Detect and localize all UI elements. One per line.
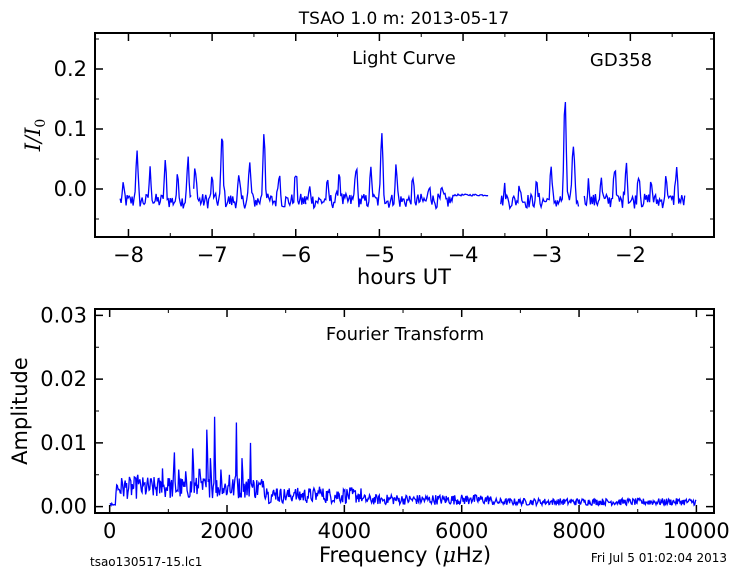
star-name-annotation: GD358 bbox=[590, 50, 652, 71]
ylabel-i: I bbox=[21, 142, 45, 152]
light-curve-segment bbox=[193, 134, 307, 209]
x-tick-label: 0 bbox=[103, 519, 116, 543]
y-tick-label: 0.1 bbox=[54, 117, 87, 141]
x-tick-label: −2 bbox=[615, 243, 646, 267]
y-tick-label: 0.2 bbox=[54, 57, 87, 81]
light-curve-segment bbox=[583, 162, 686, 209]
figure-title: TSAO 1.0 m: 2013-05-17 bbox=[298, 9, 510, 29]
x-tick-label: −3 bbox=[531, 243, 562, 267]
fourier-panel: 0 2000 4000 6000 8000 10000 0.00 0.01 0.02 0.03 F… bbox=[8, 303, 730, 567]
x-tick-label: −8 bbox=[113, 243, 144, 267]
fourier-spectrum-line bbox=[109, 416, 697, 508]
light-curve-series bbox=[119, 101, 686, 211]
light-curve-ylabel: I/I0 bbox=[21, 119, 49, 153]
x-tick-label: −4 bbox=[448, 243, 479, 267]
light-curve-segment bbox=[119, 150, 192, 209]
light-curve-frame bbox=[94, 32, 715, 238]
light-curve-segment bbox=[500, 101, 580, 211]
fourier-xlabel-post: Hz) bbox=[456, 543, 491, 567]
x-tick-label: 6000 bbox=[435, 519, 488, 543]
y-tick-label: 0.02 bbox=[40, 367, 87, 391]
fourier-xlabel-pre: Frequency ( bbox=[319, 543, 442, 567]
light-curve-segment bbox=[452, 193, 489, 197]
x-tick-label: 8000 bbox=[552, 519, 605, 543]
fourier-xlabel-mu: μ bbox=[442, 543, 456, 567]
fourier-title: Fourier Transform bbox=[326, 324, 484, 345]
fourier-frame bbox=[94, 308, 715, 514]
x-tick-label: −6 bbox=[280, 243, 311, 267]
fourier-ticks: 0 2000 4000 6000 8000 10000 0.00 0.01 0.02 0.03 bbox=[40, 303, 730, 543]
y-tick-label: 0.00 bbox=[40, 495, 87, 519]
light-curve-panel: −8 −7 −6 −5 −4 −3 −2 0.0 0.1 0.2 Light Curve GD35… bbox=[21, 32, 715, 289]
svg-text:I/I0: I/I0 bbox=[21, 119, 49, 153]
light-curve-ticks: −8 −7 −6 −5 −4 −3 −2 0.0 0.1 0.2 bbox=[54, 33, 714, 267]
x-tick-label: 4000 bbox=[318, 519, 371, 543]
x-tick-label: 2000 bbox=[200, 519, 253, 543]
fourier-series bbox=[109, 416, 697, 508]
y-tick-label: 0.0 bbox=[54, 177, 87, 201]
fourier-ylabel: Amplitude bbox=[8, 357, 32, 465]
x-tick-label: −5 bbox=[364, 243, 395, 267]
y-tick-label: 0.01 bbox=[40, 431, 87, 455]
light-curve-title: Light Curve bbox=[352, 48, 456, 69]
ylabel-i-base: I bbox=[21, 127, 45, 137]
light-curve-segment bbox=[305, 133, 454, 210]
x-tick-label: 10000 bbox=[663, 519, 730, 543]
y-tick-label: 0.03 bbox=[40, 303, 87, 327]
footer-timestamp: Fri Jul 5 01:02:04 2013 bbox=[591, 551, 727, 565]
footer-filename: tsao130517-15.lc1 bbox=[90, 555, 202, 569]
x-tick-label: −7 bbox=[197, 243, 228, 267]
fourier-xlabel: Frequency (μHz) bbox=[319, 543, 491, 567]
light-curve-xlabel: hours UT bbox=[357, 265, 451, 289]
ylabel-subscript: 0 bbox=[33, 119, 49, 128]
ylabel-slash: / bbox=[21, 134, 45, 145]
